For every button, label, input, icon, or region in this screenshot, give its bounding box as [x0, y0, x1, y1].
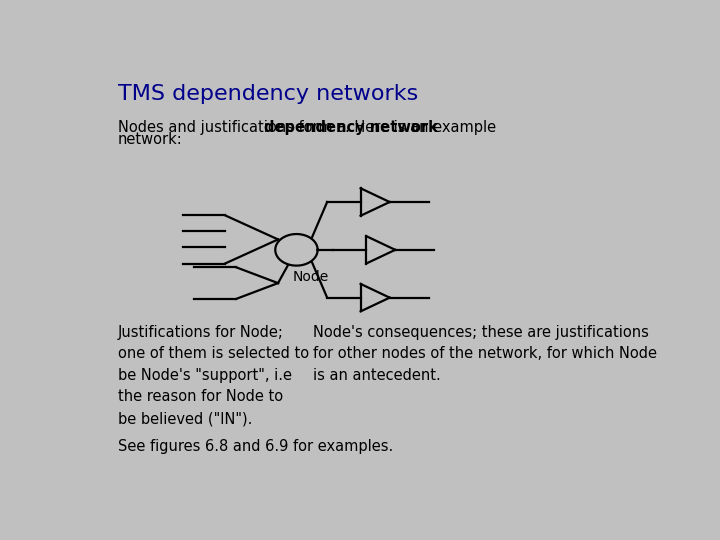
Text: See figures 6.8 and 6.9 for examples.: See figures 6.8 and 6.9 for examples.: [118, 439, 393, 454]
Text: Node: Node: [292, 270, 328, 284]
Text: TMS dependency networks: TMS dependency networks: [118, 84, 418, 104]
Text: . Here is an example: . Here is an example: [345, 120, 496, 134]
Text: Node's consequences; these are justifications
for other nodes of the network, fo: Node's consequences; these are justifica…: [313, 325, 657, 383]
Text: Justifications for Node;
one of them is selected to
be Node's "support", i.e
the: Justifications for Node; one of them is …: [118, 325, 309, 426]
Text: network:: network:: [118, 132, 183, 147]
Circle shape: [275, 234, 318, 266]
Text: dependency network: dependency network: [264, 120, 438, 134]
Text: Nodes and justifications form a: Nodes and justifications form a: [118, 120, 351, 134]
